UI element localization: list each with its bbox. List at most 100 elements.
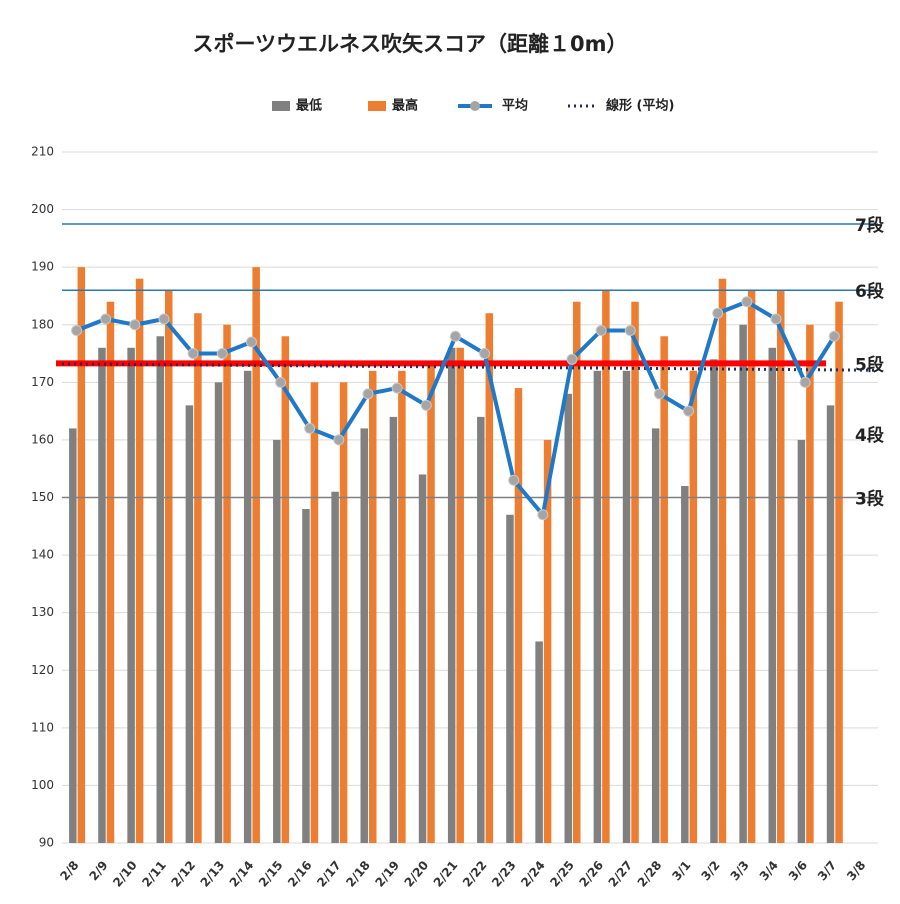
bar bbox=[214, 382, 223, 843]
bar bbox=[777, 290, 785, 843]
bar bbox=[398, 370, 406, 843]
y-tick-label: 190 bbox=[31, 260, 54, 274]
y-tick-label: 160 bbox=[31, 432, 54, 446]
y-tick-label: 130 bbox=[31, 605, 54, 619]
marker bbox=[216, 348, 228, 360]
legend-label: 平均 bbox=[502, 98, 528, 114]
y-tick-label: 100 bbox=[31, 778, 54, 792]
marker bbox=[537, 509, 549, 521]
bar bbox=[806, 324, 814, 843]
marker bbox=[391, 382, 403, 394]
bar bbox=[98, 347, 106, 843]
marker bbox=[333, 434, 345, 446]
bar bbox=[718, 278, 727, 843]
reference-label: 4段 bbox=[855, 425, 884, 446]
x-tick-label: 3/2 bbox=[698, 858, 722, 883]
marker bbox=[566, 353, 578, 365]
bar bbox=[360, 428, 368, 843]
bar bbox=[194, 313, 202, 843]
legend-swatch bbox=[368, 101, 386, 111]
marker bbox=[420, 399, 432, 411]
bar bbox=[331, 491, 339, 843]
bar bbox=[447, 347, 456, 843]
bar bbox=[564, 393, 572, 843]
legend-swatch bbox=[272, 101, 290, 111]
x-tick-label: 3/3 bbox=[728, 858, 752, 883]
bar bbox=[573, 301, 581, 843]
x-tick-label: 2/21 bbox=[431, 858, 461, 890]
x-tick-label: 2/20 bbox=[402, 858, 432, 890]
marker bbox=[129, 319, 141, 331]
x-tick-label: 2/27 bbox=[606, 858, 636, 890]
y-tick-label: 110 bbox=[31, 720, 54, 734]
y-tick-label: 140 bbox=[31, 548, 54, 562]
x-tick-label: 2/26 bbox=[576, 858, 606, 890]
x-tick-label: 3/4 bbox=[757, 858, 781, 883]
bar bbox=[631, 301, 639, 843]
bar bbox=[252, 267, 260, 844]
bar bbox=[835, 301, 843, 843]
bar bbox=[689, 370, 698, 843]
reference-label: 5段 bbox=[855, 354, 884, 375]
marker bbox=[304, 422, 316, 434]
chart-title: スポーツウエルネス吹矢スコア（距離１0m） bbox=[192, 32, 627, 56]
marker bbox=[595, 325, 607, 337]
bar bbox=[660, 336, 668, 843]
bar bbox=[768, 347, 776, 843]
y-tick-label: 150 bbox=[31, 490, 54, 504]
reference-label: 3段 bbox=[855, 489, 884, 510]
x-tick-label: 2/8 bbox=[57, 858, 81, 883]
bar bbox=[281, 336, 290, 843]
bar bbox=[506, 514, 514, 843]
x-tick-label: 2/15 bbox=[256, 858, 286, 890]
marker bbox=[479, 348, 491, 360]
bar bbox=[302, 509, 310, 843]
x-tick-label: 2/14 bbox=[227, 858, 257, 890]
marker bbox=[158, 313, 170, 325]
marker bbox=[683, 405, 695, 417]
x-tick-label: 2/25 bbox=[547, 858, 577, 890]
x-tick-label: 3/1 bbox=[669, 858, 693, 883]
bar bbox=[485, 313, 494, 843]
bar bbox=[418, 474, 427, 843]
bar bbox=[826, 405, 835, 843]
bar bbox=[681, 485, 689, 843]
bar bbox=[543, 439, 552, 843]
marker bbox=[275, 376, 287, 388]
marker bbox=[449, 330, 461, 342]
bar bbox=[477, 416, 485, 843]
marker bbox=[624, 325, 636, 337]
bar bbox=[135, 278, 144, 843]
x-tick-label: 3/8 bbox=[844, 858, 868, 883]
marker bbox=[245, 336, 257, 348]
marker bbox=[828, 330, 840, 342]
legend: 最低 最高 平均 線形 (平均) bbox=[272, 98, 674, 114]
reference-label: 7段 bbox=[855, 215, 884, 236]
marker bbox=[653, 388, 665, 400]
legend-label: 最高 bbox=[392, 98, 418, 114]
bar bbox=[77, 267, 86, 844]
bar bbox=[739, 324, 747, 843]
trend-line bbox=[61, 362, 879, 372]
bar bbox=[369, 370, 377, 843]
y-tick-label: 120 bbox=[31, 663, 54, 677]
marker bbox=[770, 313, 782, 325]
x-tick-label: 2/23 bbox=[489, 858, 519, 890]
marker bbox=[362, 388, 374, 400]
x-tick-label: 2/10 bbox=[110, 858, 140, 890]
x-tick-label: 3/7 bbox=[815, 858, 839, 883]
bar bbox=[106, 301, 115, 843]
y-tick-label: 210 bbox=[31, 145, 54, 159]
x-tick-label: 2/28 bbox=[635, 858, 665, 890]
bar bbox=[535, 641, 543, 843]
x-tick-label: 2/9 bbox=[86, 858, 110, 883]
bar bbox=[602, 290, 610, 843]
bar bbox=[747, 290, 756, 843]
x-tick-label: 2/19 bbox=[372, 858, 402, 890]
x-tick-label: 2/13 bbox=[198, 858, 228, 890]
bar bbox=[243, 370, 252, 843]
bar bbox=[514, 388, 523, 843]
bar bbox=[69, 428, 77, 843]
x-tick-label: 2/22 bbox=[460, 858, 490, 890]
